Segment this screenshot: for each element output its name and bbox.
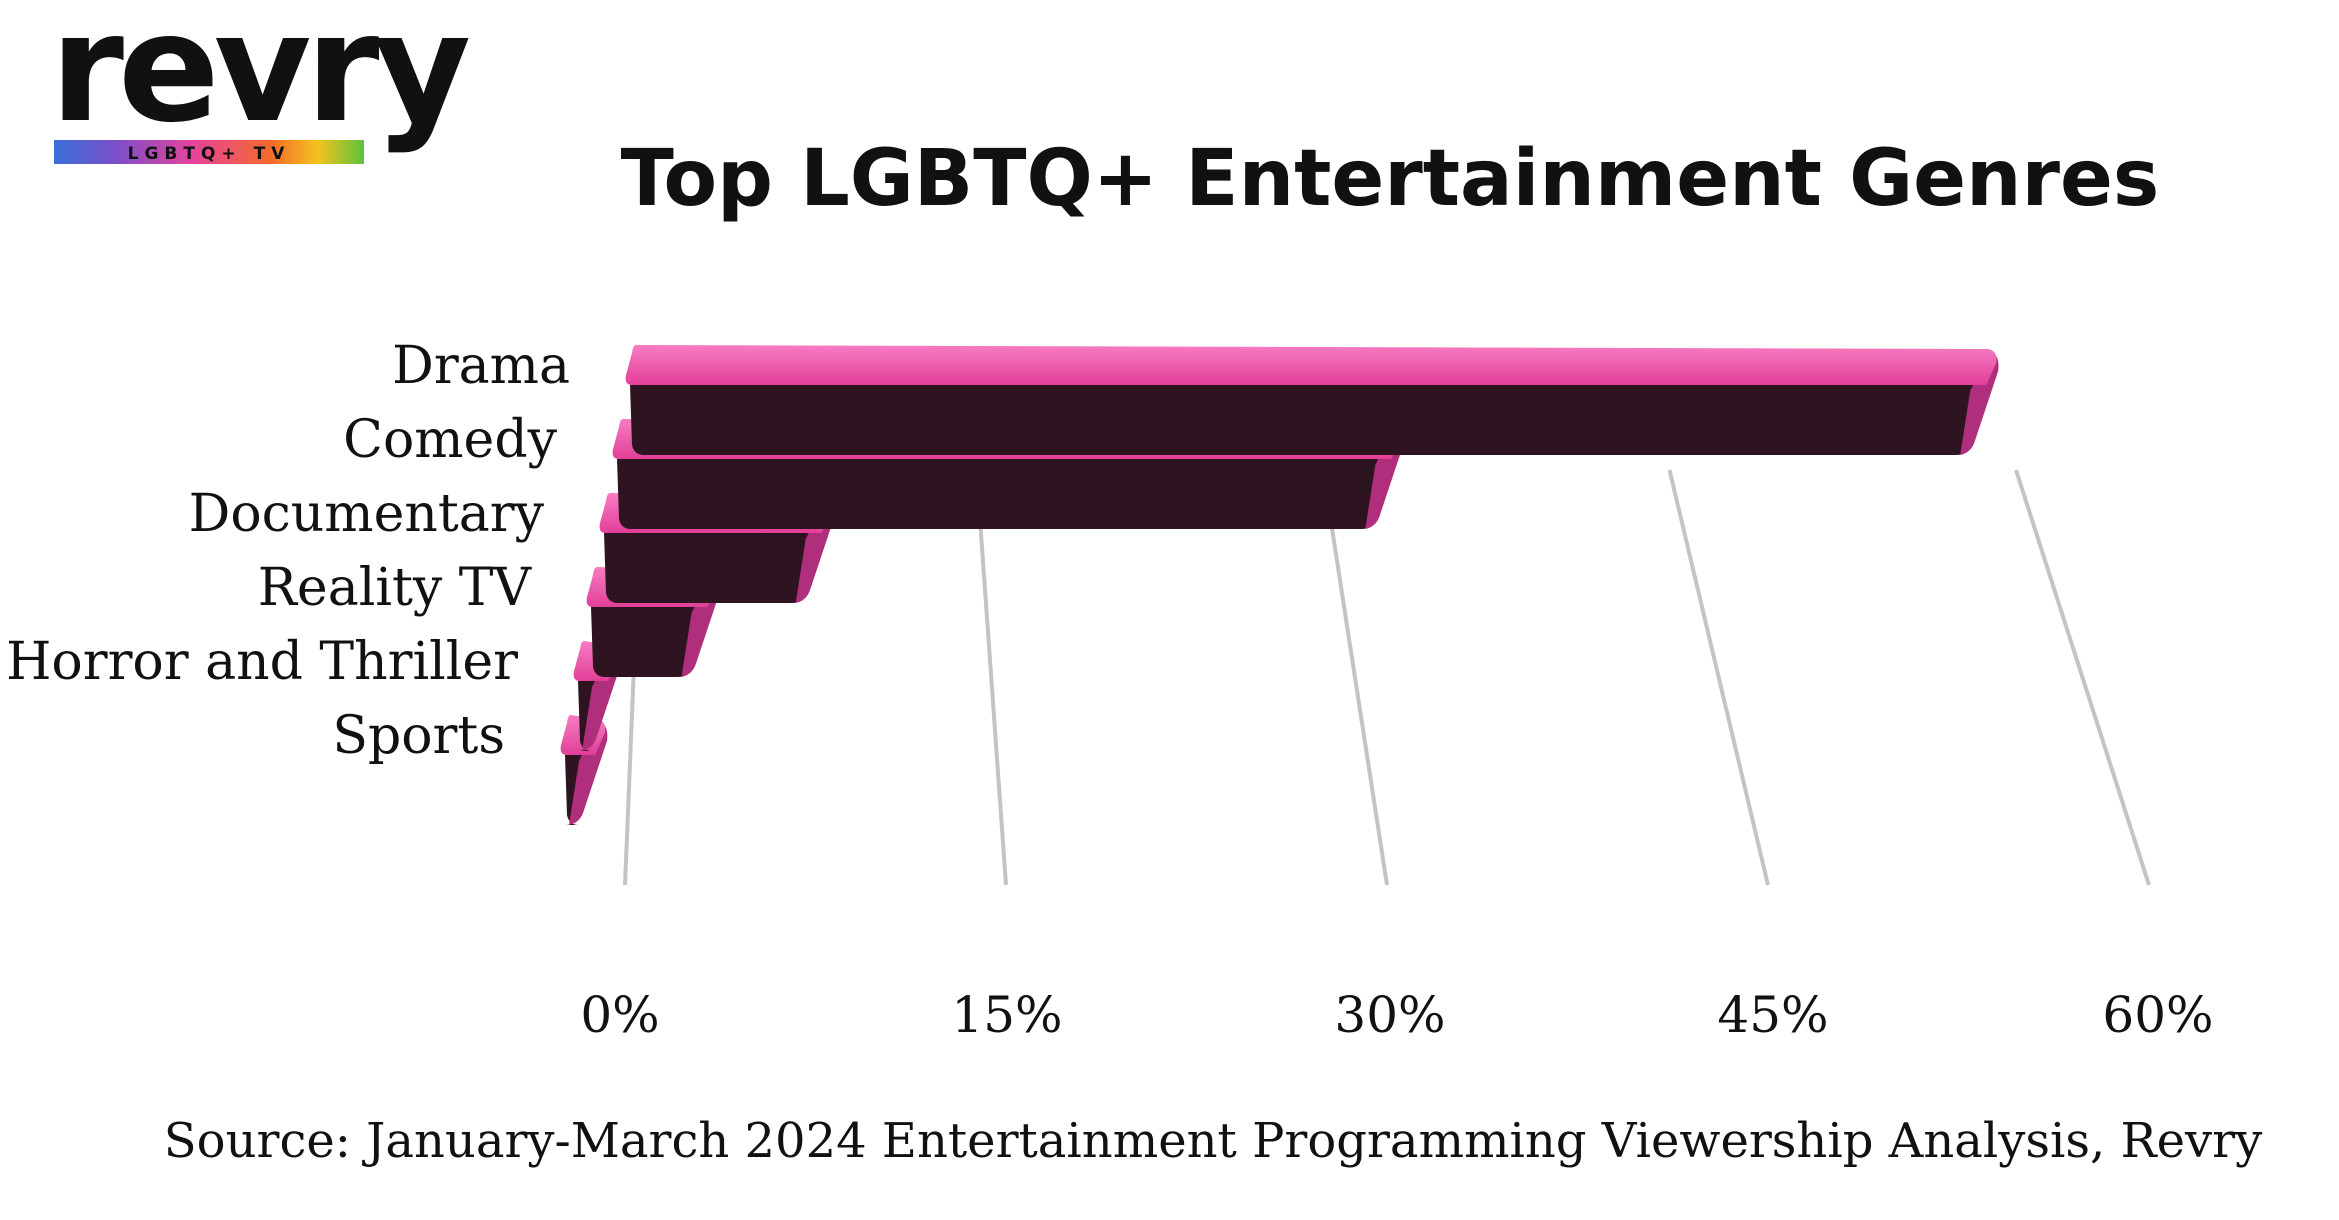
- brand-logo: revry LGBTQ+ TV: [50, 0, 475, 164]
- category-label: Documentary: [189, 484, 545, 544]
- category-label: Comedy: [343, 410, 557, 470]
- bars: [560, 345, 1999, 825]
- x-tick-label: 60%: [2102, 986, 2213, 1044]
- chart-title: Top LGBTQ+ Entertainment Genres: [621, 134, 2160, 224]
- category-labels: Sports Horror and Thriller Reality TV Docum…: [6, 336, 570, 766]
- brand-logo-wordmark: revry: [50, 0, 469, 156]
- x-tick-label: 45%: [1717, 986, 1828, 1044]
- source-note: Source: January-March 2024 Entertainment…: [164, 1113, 2262, 1169]
- x-tick-label: 30%: [1334, 986, 1445, 1044]
- bar-drama: [625, 345, 1999, 455]
- category-label: Horror and Thriller: [6, 632, 518, 692]
- category-label: Sports: [332, 706, 505, 766]
- bar-front-face: [617, 459, 1390, 529]
- grid-line-60: [2014, 469, 2151, 886]
- grid-line-15: [974, 469, 1008, 886]
- grid-line-30: [1321, 469, 1389, 886]
- grid-lines: [623, 469, 2151, 886]
- x-tick-labels: 0% 15% 30% 45% 60%: [580, 986, 2213, 1044]
- bar-front-face: [604, 533, 820, 603]
- bar-top-face: [625, 345, 1997, 385]
- brand-logo-rainbow-strip: [54, 140, 364, 164]
- category-label: Drama: [392, 336, 570, 396]
- x-tick-label: 0%: [580, 986, 659, 1044]
- bar-front-face: [591, 607, 706, 677]
- brand-logo-tagline: LGBTQ+ TV: [128, 144, 291, 164]
- bar-front-face: [630, 385, 1985, 455]
- grid-line-45: [1667, 469, 1770, 886]
- category-label: Reality TV: [258, 558, 533, 618]
- x-tick-label: 15%: [951, 986, 1062, 1044]
